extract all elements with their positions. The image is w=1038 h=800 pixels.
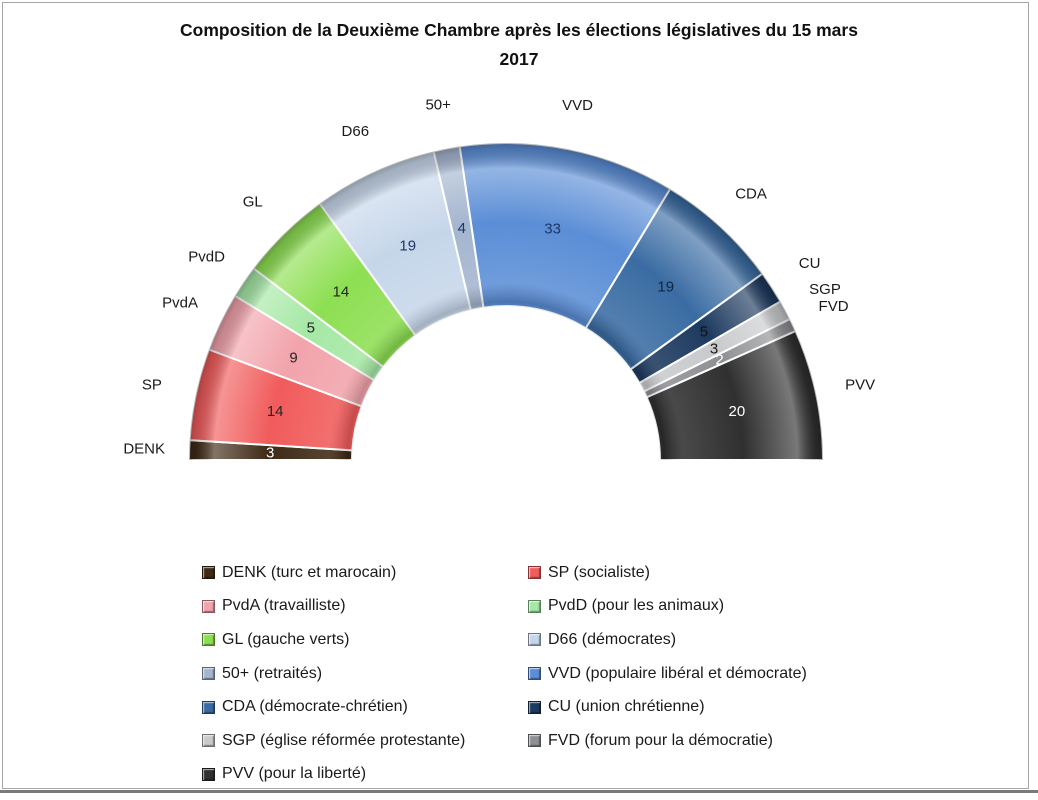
legend-label-PVV: PVV (pour la liberté) (222, 765, 367, 783)
legend-label-VVD: VVD (populaire libéral et démocrate) (548, 664, 807, 682)
slice-labels: DENK 3 SP 14 PvdA 9 PvdD 5 GL 14 D66 19 50+ 4 VVD 33 CDA… (123, 96, 875, 461)
seat-count-label-FVD: 2 (715, 352, 723, 369)
seat-count-label-PvdD: 5 (307, 319, 315, 336)
legend-swatch-VVD (528, 667, 541, 681)
legend-swatch-SGP (202, 734, 215, 748)
party-name-label-GL: GL (243, 193, 263, 210)
chart-legend: DENK (turc et marocain) SP (socialiste) Pv… (202, 556, 807, 791)
legend-item-SGP: SGP (église réformée protestante) (202, 732, 528, 750)
party-name-label-D66: D66 (342, 123, 370, 140)
legend-label-SP: SP (socialiste) (548, 563, 650, 581)
legend-label-FVD: FVD (forum pour la démocratie) (548, 731, 773, 749)
seat-count-label-VVD: 33 (544, 221, 561, 238)
party-name-label-PVV: PVV (845, 377, 875, 394)
legend-item-DENK: DENK (turc et marocain) (202, 564, 528, 582)
seat-count-label-GL: 14 (333, 283, 350, 300)
legend-swatch-CU (528, 700, 541, 714)
legend-swatch-GL (202, 633, 215, 647)
party-name-label-PvdD: PvdD (188, 249, 225, 266)
legend-label-50: 50+ (retraités) (222, 664, 323, 682)
party-name-label-CU: CU (799, 255, 821, 272)
legend-item-50: 50+ (retraités) (202, 665, 528, 683)
legend-item-D66: D66 (démocrates) (528, 631, 807, 649)
seat-count-label-D66: 19 (399, 237, 416, 254)
chart-title: Composition de la Deuxième Chambre après… (0, 16, 1038, 74)
legend-swatch-50 (202, 667, 215, 681)
seat-count-label-CDA: 19 (657, 278, 674, 295)
legend-label-PvdA: PvdA (travailliste) (222, 597, 346, 615)
chart-title-line1: Composition de la Deuxième Chambre après… (180, 20, 858, 40)
legend-swatch-PvdD (528, 599, 541, 613)
legend-item-CDA: CDA (démocrate-chrétien) (202, 698, 528, 716)
bottom-rule (0, 790, 1038, 793)
seat-count-label-PVV: 20 (728, 403, 745, 420)
seat-count-label-50: 4 (458, 220, 466, 237)
chart-title-line2: 2017 (499, 49, 539, 69)
party-name-label-PvdA: PvdA (162, 294, 198, 311)
legend-item-CU: CU (union chrétienne) (528, 698, 807, 716)
legend-label-GL: GL (gauche verts) (222, 630, 350, 648)
legend-item-FVD: FVD (forum pour la démocratie) (528, 732, 807, 750)
legend-swatch-PvdA (202, 599, 215, 613)
seat-count-label-PvdA: 9 (289, 349, 297, 366)
legend-label-D66: D66 (démocrates) (548, 630, 677, 648)
legend-item-PvdD: PvdD (pour les animaux) (528, 597, 807, 615)
legend-label-SGP: SGP (église réformée protestante) (222, 731, 466, 749)
legend-label-CU: CU (union chrétienne) (548, 698, 705, 716)
seat-count-label-SGP: 3 (710, 340, 718, 357)
legend-swatch-D66 (528, 633, 541, 647)
legend-item-PvdA: PvdA (travailliste) (202, 597, 528, 615)
legend-swatch-SP (528, 566, 541, 580)
seat-count-label-CU: 5 (700, 323, 708, 340)
legend-label-CDA: CDA (démocrate-chrétien) (222, 698, 408, 716)
legend-item-SP: SP (socialiste) (528, 564, 807, 582)
legend-swatch-CDA (202, 700, 215, 714)
legend-swatch-DENK (202, 566, 215, 580)
legend-item-GL: GL (gauche verts) (202, 631, 528, 649)
legend-label-PvdD: PvdD (pour les animaux) (548, 597, 725, 615)
legend-item-VVD: VVD (populaire libéral et démocrate) (528, 665, 807, 683)
seat-count-label-DENK: 3 (266, 445, 274, 462)
legend-item-PVV: PVV (pour la liberté) (202, 765, 528, 783)
party-name-label-CDA: CDA (735, 186, 767, 203)
legend-swatch-PVV (202, 767, 215, 781)
party-name-label-50: 50+ (425, 96, 451, 113)
legend-label-DENK: DENK (turc et marocain) (222, 563, 397, 581)
party-name-label-SP: SP (142, 377, 162, 394)
seat-count-label-SP: 14 (267, 403, 284, 420)
party-name-label-FVD: FVD (819, 298, 849, 315)
legend-swatch-FVD (528, 734, 541, 748)
party-name-label-DENK: DENK (123, 441, 165, 458)
party-name-label-SGP: SGP (809, 281, 841, 298)
party-name-label-VVD: VVD (562, 97, 593, 114)
